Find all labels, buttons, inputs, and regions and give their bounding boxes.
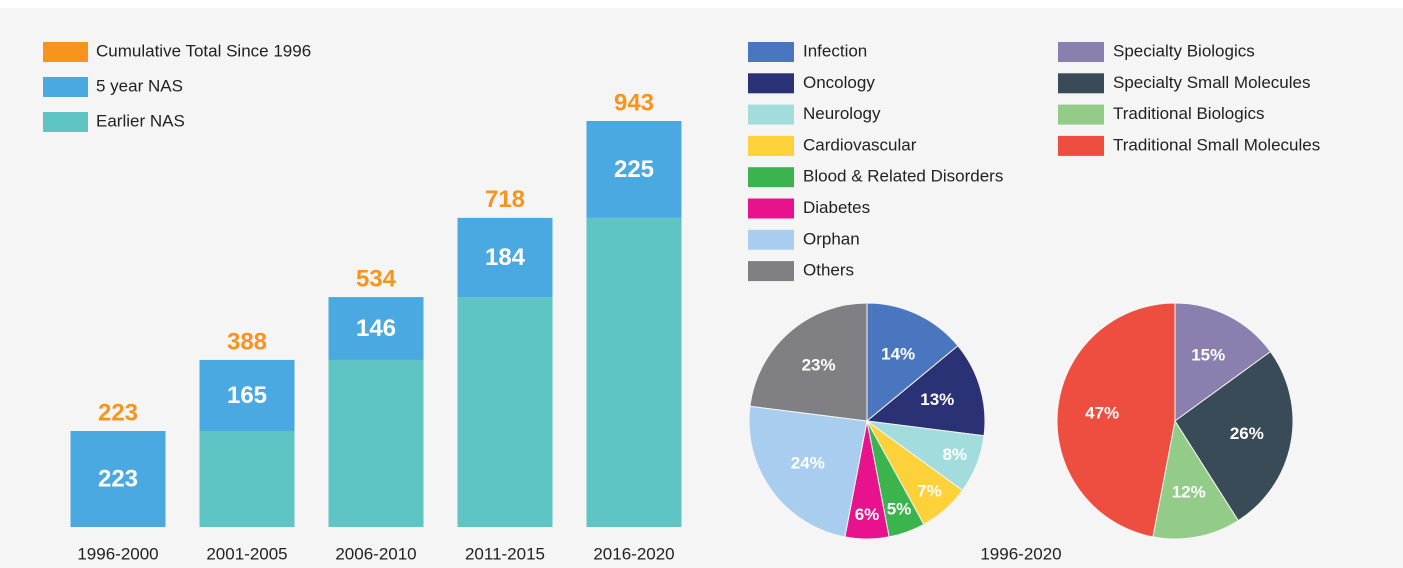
value-label: 165 (227, 382, 267, 409)
legend-swatch (748, 229, 794, 250)
slice-label: 14% (881, 344, 915, 363)
total-label: 388 (227, 328, 267, 355)
legend-label: Specialty Biologics (1113, 41, 1255, 60)
legend-label: Others (803, 261, 854, 280)
legend-label: Cardiovascular (803, 135, 917, 154)
legend-swatch (748, 261, 794, 282)
slice-label: 7% (917, 481, 942, 500)
bar-earlier (199, 430, 295, 527)
legend-label: Specialty Small Molecules (1113, 73, 1310, 92)
slice-label: 47% (1085, 404, 1119, 423)
bar-recent (328, 297, 424, 360)
x-tick-label: 1996-2000 (77, 544, 158, 563)
pie-slice (1174, 302, 1272, 422)
slice-label: 23% (802, 356, 836, 375)
value-label: 146 (356, 315, 396, 342)
legend-swatch (1058, 135, 1104, 156)
x-axis-label: 1996-2020 (980, 544, 1061, 563)
value-label: 225 (614, 156, 654, 183)
legend-swatch (43, 112, 88, 132)
legend-swatch (1058, 73, 1104, 94)
legend-label: Earlier NAS (96, 111, 185, 130)
bar-recent (586, 121, 682, 218)
bar-earlier (328, 359, 424, 527)
legend-swatch (1058, 42, 1104, 62)
legend-label: Traditional Small Molecules (1113, 135, 1320, 154)
slice-label: 13% (920, 390, 954, 409)
pie-slice (1152, 419, 1239, 540)
x-tick-label: 2001-2005 (206, 544, 287, 563)
pie-slice (866, 302, 959, 423)
legend-swatch (1058, 104, 1104, 125)
legend-swatch (748, 42, 794, 62)
legend-swatch (43, 77, 88, 97)
bar-earlier (457, 297, 553, 527)
legend-swatch (748, 167, 794, 188)
pie-slice (749, 302, 868, 422)
slice-label: 8% (942, 445, 967, 464)
bar-earlier (586, 217, 682, 527)
x-tick-label: 2016-2020 (593, 544, 674, 563)
legend-label: 5 year NAS (96, 76, 183, 95)
slice-label: 24% (791, 453, 825, 472)
legend-swatch (43, 42, 88, 62)
legend-label: Infection (803, 41, 867, 60)
pie-slice (748, 405, 868, 538)
pie-slice (1174, 350, 1294, 522)
legend-label: Diabetes (803, 198, 870, 217)
total-label: 718 (485, 186, 525, 213)
slice-label: 26% (1230, 424, 1264, 443)
value-label: 184 (485, 244, 526, 271)
legend-label: Orphan (803, 229, 860, 248)
bar-recent (199, 359, 295, 431)
value-label: 223 (98, 465, 138, 492)
pie-slice (865, 345, 986, 437)
total-label: 223 (98, 399, 138, 426)
total-label: 943 (614, 89, 654, 116)
legend-swatch (748, 73, 794, 94)
total-label: 534 (356, 265, 397, 292)
x-tick-label: 2011-2015 (465, 544, 545, 563)
bar-recent (457, 217, 553, 298)
slice-label: 5% (887, 499, 912, 518)
legend-swatch (748, 135, 794, 156)
pie-slice (1056, 302, 1176, 538)
legend-label: Cumulative Total Since 1996 (96, 41, 311, 60)
bar-recent (70, 430, 166, 527)
x-tick-label: 2006-2010 (335, 544, 416, 563)
legend-label: Oncology (803, 73, 875, 92)
slice-label: 15% (1191, 345, 1225, 364)
legend-label: Blood & Related Disorders (803, 167, 1003, 186)
legend-swatch (748, 104, 794, 125)
legend-label: Neurology (803, 104, 881, 123)
slice-label: 12% (1172, 482, 1206, 501)
legend-swatch (748, 198, 794, 219)
legend-label: Traditional Biologics (1113, 104, 1265, 123)
slice-label: 6% (855, 505, 880, 524)
